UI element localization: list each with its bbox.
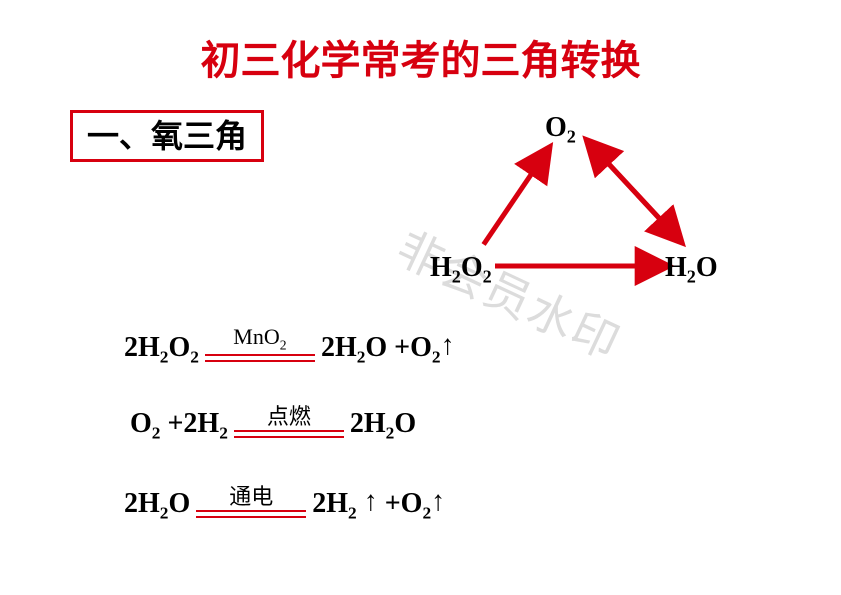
equation-rhs: 2H2 ↑ +O2↑ xyxy=(312,488,445,522)
equation-rhs: 2H2O xyxy=(350,408,416,442)
triangle-arrow xyxy=(484,148,550,245)
equation-row: 2H2O2 MnO2 2H2O +O2↑ xyxy=(124,326,455,366)
triangle-arrow xyxy=(587,140,682,242)
equation-lhs: O2 +2H2 xyxy=(130,408,228,442)
reaction-arrow: MnO2 xyxy=(205,326,315,362)
equation-lhs: 2H2O2 xyxy=(124,332,199,366)
equation-rhs: 2H2O +O2↑ xyxy=(321,332,455,366)
reaction-double-line xyxy=(234,430,344,438)
triangle-node-o2: O2 xyxy=(545,112,576,148)
reaction-double-line xyxy=(205,354,315,362)
reaction-double-line xyxy=(196,510,306,518)
section-header-box: 一、氧三角 xyxy=(70,110,264,162)
reaction-condition: 通电 xyxy=(229,486,273,508)
triangle-node-h2o2: H2O2 xyxy=(430,252,492,288)
reaction-condition: MnO2 xyxy=(233,326,286,352)
page-title: 初三化学常考的三角转换 xyxy=(0,28,841,86)
equation-lhs: 2H2O xyxy=(124,488,190,522)
triangle-node-h2o: H2O xyxy=(665,252,718,288)
reaction-arrow: 通电 xyxy=(196,486,306,518)
equation-row: O2 +2H2 点燃 2H2O xyxy=(130,406,416,442)
reaction-arrow: 点燃 xyxy=(234,406,344,438)
equation-row: 2H2O 通电 2H2 ↑ +O2↑ xyxy=(124,486,445,522)
reaction-condition: 点燃 xyxy=(267,406,311,428)
